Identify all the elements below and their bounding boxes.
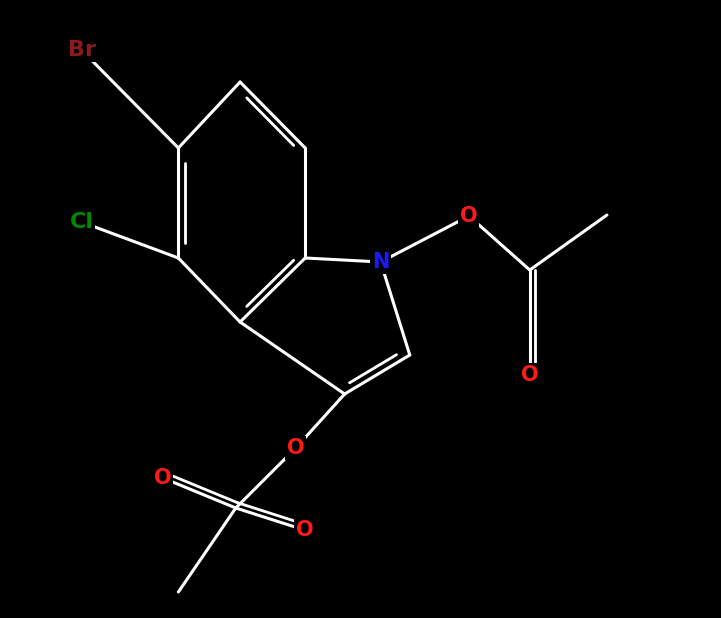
Text: O: O [521, 365, 539, 385]
Text: O: O [296, 520, 313, 540]
Text: O: O [287, 438, 304, 458]
Text: Cl: Cl [69, 212, 94, 232]
Text: O: O [154, 468, 172, 488]
Text: Br: Br [68, 40, 95, 60]
Text: N: N [372, 252, 389, 272]
Text: O: O [460, 206, 478, 226]
